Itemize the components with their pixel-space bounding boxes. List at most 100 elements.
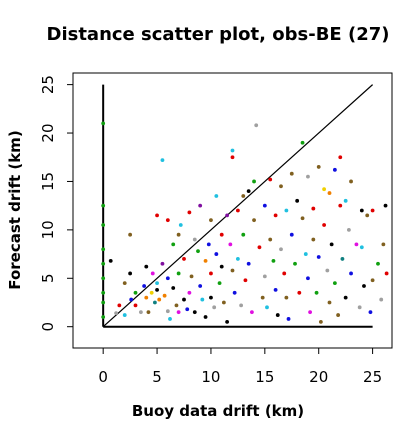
data-point	[336, 313, 341, 317]
data-point	[314, 290, 319, 295]
data-point	[300, 216, 305, 221]
data-point	[174, 303, 179, 308]
data-point	[198, 284, 203, 288]
data-point	[262, 274, 267, 279]
data-point	[187, 290, 192, 295]
y-tick-label: 0	[39, 322, 57, 332]
x-tick-label: 15	[255, 368, 274, 386]
data-point	[362, 284, 366, 288]
data-point	[230, 268, 235, 273]
data-point	[332, 281, 337, 286]
data-point	[206, 242, 211, 247]
data-point	[271, 258, 276, 263]
y-tick-label: 25	[39, 75, 57, 94]
data-point	[187, 210, 192, 215]
data-point	[230, 148, 235, 153]
data-point	[252, 218, 256, 223]
data-point	[246, 189, 251, 194]
data-point	[160, 158, 165, 163]
data-point	[254, 123, 259, 128]
data-point	[268, 177, 273, 182]
data-point	[214, 194, 219, 198]
data-point	[101, 261, 106, 266]
reference-line-diagonal	[102, 84, 374, 328]
data-point	[249, 310, 254, 315]
data-point	[384, 271, 389, 276]
data-point	[359, 208, 364, 213]
data-point	[241, 232, 246, 237]
data-point	[383, 203, 388, 208]
data-point	[357, 305, 362, 310]
data-point	[243, 278, 248, 283]
data-point	[297, 290, 302, 295]
data-point	[295, 198, 300, 203]
data-point	[365, 213, 370, 218]
data-point	[359, 245, 364, 250]
data-point	[217, 281, 222, 286]
data-point	[101, 276, 106, 281]
x-axis: 0 5 10 15 20 25	[98, 348, 382, 386]
data-point	[381, 242, 386, 247]
data-point	[155, 281, 159, 286]
data-point	[332, 167, 337, 172]
data-point	[327, 191, 332, 195]
data-point	[196, 249, 200, 254]
data-point	[182, 257, 186, 261]
data-point	[289, 171, 294, 176]
data-point	[157, 297, 162, 302]
y-tick-label: 10	[39, 220, 57, 239]
data-point	[144, 295, 149, 300]
plot-frame	[72, 72, 393, 349]
data-point	[133, 303, 138, 308]
data-point	[155, 213, 159, 218]
data-point	[232, 290, 237, 295]
data-point	[129, 297, 134, 302]
data-point	[101, 315, 106, 319]
data-point	[329, 242, 334, 247]
data-point	[273, 288, 278, 292]
data-point	[370, 208, 375, 213]
data-point	[198, 203, 203, 208]
data-point	[150, 271, 155, 276]
reference-lines	[102, 84, 374, 328]
data-point	[308, 310, 312, 315]
data-point	[219, 232, 224, 237]
data-point	[214, 252, 219, 256]
data-point	[228, 242, 233, 247]
data-point	[354, 242, 359, 247]
data-point	[182, 297, 186, 302]
data-point	[133, 290, 138, 295]
data-point	[282, 271, 287, 276]
data-point	[165, 276, 170, 281]
data-point	[203, 258, 208, 263]
data-point	[252, 179, 256, 184]
data-point	[171, 286, 176, 290]
x-tick-label: 10	[201, 368, 220, 386]
data-point	[101, 300, 106, 305]
data-point	[343, 295, 348, 300]
data-point	[325, 268, 330, 273]
data-point	[192, 237, 197, 242]
data-point	[114, 311, 119, 316]
data-point	[165, 218, 170, 223]
x-tick-label: 20	[309, 368, 328, 386]
data-point	[246, 261, 251, 266]
data-point	[171, 242, 176, 247]
data-point	[117, 303, 122, 308]
x-tick-label: 25	[363, 368, 382, 386]
data-point	[311, 237, 316, 242]
data-point	[225, 213, 230, 218]
data-point	[192, 310, 197, 315]
data-point	[209, 295, 213, 300]
data-point	[306, 174, 310, 179]
data-point	[225, 319, 230, 324]
x-tick-label: 5	[152, 368, 162, 386]
data-point	[241, 194, 246, 198]
data-point	[311, 206, 316, 211]
y-tick-label: 15	[39, 172, 57, 191]
data-point	[128, 232, 133, 237]
y-tick-label: 5	[39, 274, 57, 284]
data-point	[101, 121, 106, 126]
x-axis-label: Buoy data drift (km)	[131, 402, 305, 420]
